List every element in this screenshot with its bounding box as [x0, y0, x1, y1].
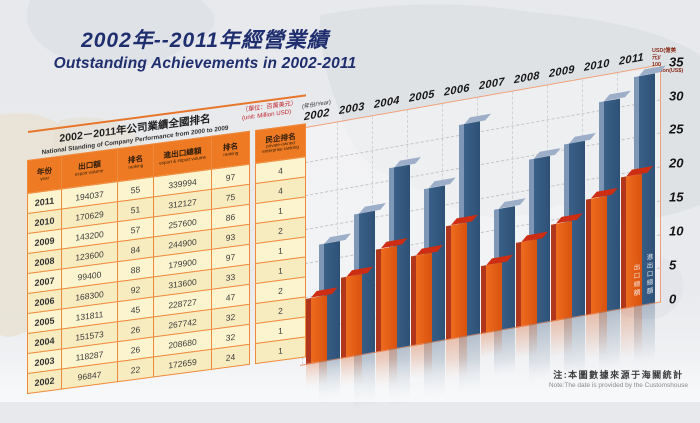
orange-bar-front-face [416, 253, 432, 345]
column-header-en: ranking [128, 163, 143, 171]
export-bar [341, 275, 362, 358]
orange-bar-front-face [311, 295, 327, 364]
bar-reflection [411, 341, 432, 380]
page-title-zh: 2002年--2011年經營業績 [81, 29, 329, 52]
bar-reflection [586, 310, 607, 359]
export-bar [481, 263, 502, 334]
export-bar [376, 245, 397, 352]
bar-series-label: 進出口總額 [645, 252, 652, 297]
column-header-zh: 年份 [36, 166, 53, 178]
unit-note: （單位：百萬美元） (unit: Million USD) [242, 98, 306, 122]
axis-tick: 25 [669, 122, 684, 138]
page-title: 2002年--2011年經營業績 Outstanding Achievement… [30, 24, 380, 73]
orange-bar-front-face [521, 240, 537, 327]
orange-bar-front-face [486, 263, 502, 333]
export-bar [551, 221, 572, 321]
export-bar: 出口總額 [621, 174, 642, 309]
orange-bar-front-face [556, 221, 572, 320]
orange-bar-front-face: 出口總額 [626, 174, 642, 308]
axis-tick: 10 [669, 223, 684, 239]
bar-reflection [481, 329, 502, 359]
orange-bar-front-face [591, 196, 607, 314]
export-bar [411, 253, 432, 346]
source-note-en: Note:The date is provided by the Customs… [548, 382, 688, 389]
axis-tick: 0 [669, 291, 677, 307]
column-header-en: private-owned enterprise ranking [262, 141, 299, 156]
export-bar [446, 222, 467, 340]
column-header-en: ranking [223, 151, 238, 158]
export-bar [516, 240, 537, 327]
bar-chart-panel: (年份/Year) USD(億美元)/ 100 Million(US$) 200… [300, 48, 683, 410]
bar-reflection [446, 335, 467, 383]
axis-tick: 5 [669, 257, 677, 273]
bar-reflection [516, 323, 537, 359]
ranking-table: 2002－2011年公司業績全國排名 National Standing of … [27, 94, 306, 395]
bar-reflection [621, 304, 642, 359]
orange-bar-front-face [381, 245, 397, 351]
axis-tick: 35 [669, 54, 684, 70]
bar-reflection [306, 360, 327, 389]
export-bar [306, 295, 327, 364]
axis-tick: 15 [669, 189, 684, 205]
bar-series-label: 出口總額 [632, 263, 639, 299]
bar-reflection [376, 347, 397, 391]
source-note-zh: 注:本圖數據來源于海關統計 [553, 370, 684, 380]
page-title-en: Outstanding Achievements in 2002-2011 [53, 55, 357, 72]
bar-reflection [551, 317, 572, 358]
orange-bar-front-face [346, 275, 362, 357]
axis-tick: 30 [669, 88, 684, 104]
axis-tick: 20 [669, 155, 684, 171]
source-note: 注:本圖數據來源于海關統計 Note:The date is provided … [549, 368, 688, 389]
column-header-en: year [40, 175, 49, 182]
orange-bar-front-face [451, 222, 467, 339]
bar-reflection [341, 354, 362, 389]
table-grid: 年份 year 出口額 export volume 排名 ranking 進出口總額 expo… [27, 123, 306, 395]
export-bar [586, 196, 607, 315]
